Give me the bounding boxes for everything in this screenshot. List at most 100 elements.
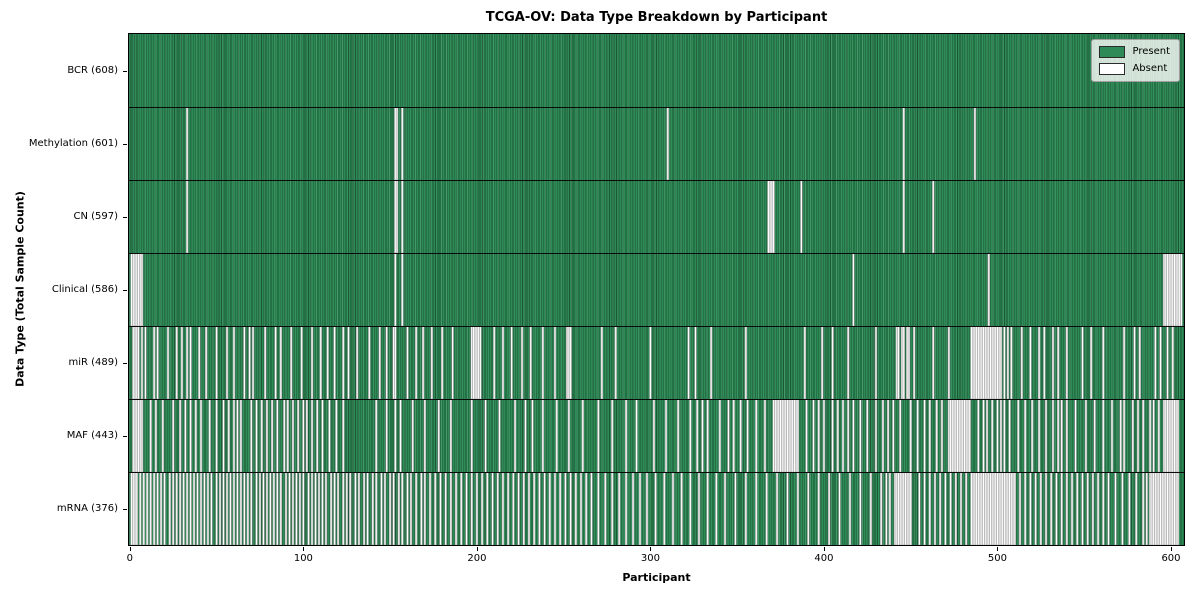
absent-bar xyxy=(460,472,462,545)
absent-bar xyxy=(330,472,332,545)
absent-bar xyxy=(991,399,993,472)
absent-bar xyxy=(311,472,313,545)
absent-bar xyxy=(1000,326,1002,399)
absent-bar xyxy=(755,472,757,545)
absent-bar xyxy=(764,399,766,472)
absent-bar xyxy=(139,472,141,545)
absent-bar xyxy=(797,472,799,545)
absent-bar xyxy=(1102,326,1104,399)
absent-bar xyxy=(375,472,377,545)
absent-bar xyxy=(292,472,294,545)
absent-bar xyxy=(394,399,396,472)
absent-marks xyxy=(129,107,1184,180)
absent-bar xyxy=(801,180,803,253)
absent-bar xyxy=(924,399,926,472)
absent-bar xyxy=(205,326,207,399)
absent-bar xyxy=(1024,399,1026,472)
absent-bar xyxy=(776,472,778,545)
absent-bar xyxy=(367,472,369,545)
absent-bar xyxy=(892,399,894,472)
absent-bar xyxy=(665,399,667,472)
absent-bar xyxy=(787,472,789,545)
y-tick-mark xyxy=(123,216,127,218)
absent-bar xyxy=(141,399,143,472)
absent-bar xyxy=(209,399,211,472)
x-tick-label: 0 xyxy=(126,553,134,564)
absent-bar xyxy=(672,472,674,545)
absent-bar xyxy=(190,472,192,545)
x-tick-mark xyxy=(303,547,305,551)
absent-marks xyxy=(129,180,1184,253)
absent-bar xyxy=(169,472,171,545)
absent-bar xyxy=(917,399,919,472)
absent-bar xyxy=(632,472,634,545)
y-tick-label: Methylation (601) xyxy=(28,137,118,149)
absent-bar xyxy=(1122,472,1124,545)
absent-bar xyxy=(476,472,478,545)
absent-bar xyxy=(929,399,931,472)
absent-bar xyxy=(401,472,403,545)
absent-bar xyxy=(1004,399,1006,472)
present-swatch xyxy=(1099,46,1126,58)
absent-bar xyxy=(389,472,391,545)
absent-bar xyxy=(266,472,268,545)
absent-bar xyxy=(549,472,551,545)
absent-bar xyxy=(997,399,999,472)
absent-bar xyxy=(1123,399,1125,472)
absent-bar xyxy=(368,326,370,399)
x-axis-title: Participant xyxy=(622,571,691,584)
absent-bar xyxy=(882,399,884,472)
absent-bar xyxy=(424,472,426,545)
absent-bar xyxy=(591,472,593,545)
absent-bar xyxy=(164,472,166,545)
absent-bar xyxy=(1137,399,1139,472)
absent-bar xyxy=(190,399,192,472)
absent-bar xyxy=(280,326,282,399)
absent-bar xyxy=(486,472,488,545)
absent-bar xyxy=(195,399,197,472)
absent-bar xyxy=(554,326,556,399)
absent-bar xyxy=(481,472,483,545)
absent-bar xyxy=(988,253,990,326)
absent-bar xyxy=(240,472,242,545)
absent-marks xyxy=(129,472,1184,545)
absent-bar xyxy=(797,399,799,472)
absent-bar xyxy=(407,326,409,399)
absent-bar xyxy=(322,472,324,545)
absent-bar xyxy=(337,472,339,545)
absent-bar xyxy=(1160,326,1162,399)
absent-bar xyxy=(306,399,308,472)
absent-bar xyxy=(853,253,855,326)
absent-bar xyxy=(1108,472,1110,545)
absent-swatch xyxy=(1099,63,1126,75)
absent-bar xyxy=(141,253,143,326)
absent-bar xyxy=(1004,326,1006,399)
absent-bar xyxy=(568,399,570,472)
absent-bar xyxy=(533,472,535,545)
absent-bar xyxy=(1082,472,1084,545)
absent-bar xyxy=(849,472,851,545)
absent-bar xyxy=(695,326,697,399)
absent-bar xyxy=(334,472,336,545)
absent-bar xyxy=(450,399,452,472)
absent-bar xyxy=(237,399,239,472)
absent-bar xyxy=(250,399,252,472)
absent-bar xyxy=(480,326,482,399)
absent-bar xyxy=(283,399,285,472)
absent-bar xyxy=(179,399,181,472)
data-row-cn xyxy=(129,180,1184,253)
absent-bar xyxy=(499,399,501,472)
absent-bar xyxy=(948,326,950,399)
absent-bar xyxy=(157,472,159,545)
absent-bar xyxy=(264,326,266,399)
absent-bar xyxy=(342,326,344,399)
absent-bar xyxy=(466,472,468,545)
absent-bar xyxy=(910,399,912,472)
absent-bar xyxy=(379,326,381,399)
absent-bar xyxy=(440,472,442,545)
absent-bar xyxy=(1092,472,1094,545)
absent-bar xyxy=(179,472,181,545)
absent-bar xyxy=(216,399,218,472)
absent-bar xyxy=(525,399,527,472)
